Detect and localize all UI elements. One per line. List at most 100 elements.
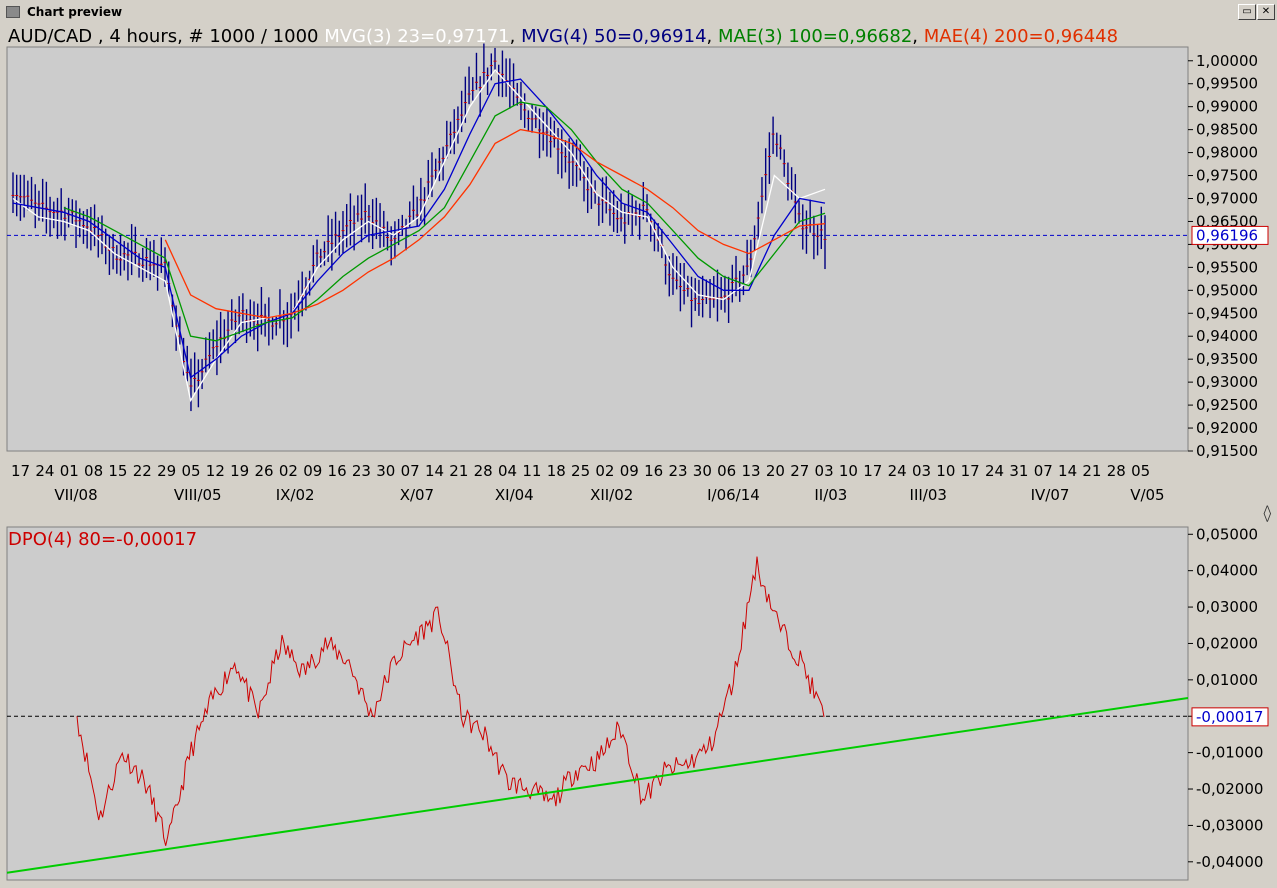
current-price-label: 0,96196	[1196, 226, 1258, 244]
x-month-label: XII/02	[590, 486, 633, 504]
x-month-label: XI/04	[495, 486, 534, 504]
y-tick-label: 0,92500	[1196, 396, 1258, 414]
y-tick-label: 0,94500	[1196, 304, 1258, 322]
x-day-label: 14	[1058, 462, 1077, 480]
x-day-label: 25	[571, 462, 590, 480]
x-day-label: 23	[668, 462, 687, 480]
dpo-current-box	[1191, 707, 1269, 727]
x-month-label: IV/07	[1031, 486, 1070, 504]
x-day-label: 28	[1107, 462, 1126, 480]
y-tick-label: 0,91500	[1196, 442, 1258, 460]
x-day-label: 05	[1131, 462, 1150, 480]
x-day-label: 07	[401, 462, 420, 480]
y-tick-label: 0,93000	[1196, 373, 1258, 391]
dpo-y-tick-label: -0,03000	[1196, 816, 1263, 834]
y-tick-label: 0,95500	[1196, 258, 1258, 276]
x-day-label: 24	[888, 462, 907, 480]
close-button[interactable]: ✕	[1257, 4, 1275, 20]
header-segment: ,	[707, 26, 718, 47]
x-day-label: 19	[230, 462, 249, 480]
x-day-label: 02	[279, 462, 298, 480]
mae4-line	[164, 128, 826, 319]
y-tick-label: 0,95000	[1196, 281, 1258, 299]
splitter-down-icon[interactable]: ⋁	[1263, 513, 1271, 523]
x-day-label: 12	[206, 462, 225, 480]
x-month-label: II/03	[814, 486, 847, 504]
x-day-label: 30	[693, 462, 712, 480]
y-tick-label: 0,93500	[1196, 350, 1258, 368]
dpo-trendline	[6, 697, 1189, 874]
price-chart-svg[interactable]: AUD/CAD , 4 hours, # 1000 / 1000 MVG(3) …	[0, 24, 1277, 505]
app-icon	[6, 6, 20, 18]
x-day-label: 26	[255, 462, 274, 480]
y-tick-label: 0,98500	[1196, 121, 1258, 139]
panel-splitter[interactable]: ⋀ ⋁	[0, 505, 1277, 523]
y-tick-label: 0,94000	[1196, 327, 1258, 345]
x-day-label: 14	[425, 462, 444, 480]
x-month-label: VIII/05	[174, 486, 222, 504]
x-day-label: 17	[961, 462, 980, 480]
header-segment: MVG(3) 23=0,97171	[318, 26, 509, 47]
dpo-y-tick-label: -0,02000	[1196, 780, 1263, 798]
header-segment: ,	[912, 26, 923, 47]
header-segment: MAE(4) 200=0,96448	[924, 26, 1118, 47]
minimize-button[interactable]: ▭	[1238, 4, 1256, 20]
x-day-label: 16	[328, 462, 347, 480]
plot-area	[6, 46, 1189, 452]
x-day-label: 07	[1034, 462, 1053, 480]
splitter-up-icon[interactable]: ⋀	[1263, 505, 1271, 515]
x-month-label: IX/02	[276, 486, 315, 504]
y-tick-label: 0,98000	[1196, 144, 1258, 162]
x-day-label: 09	[620, 462, 639, 480]
x-day-label: 03	[912, 462, 931, 480]
x-day-label: 06	[717, 462, 736, 480]
x-day-label: 17	[863, 462, 882, 480]
x-day-label: 17	[11, 462, 30, 480]
x-day-label: 10	[839, 462, 858, 480]
header-segment: MAE(3) 100=0,96682	[718, 26, 912, 47]
x-day-label: 23	[352, 462, 371, 480]
window-titlebar: Chart preview ▭ ✕	[0, 0, 1277, 25]
x-day-label: 21	[449, 462, 468, 480]
x-month-label: X/07	[400, 486, 434, 504]
dpo-chart-svg[interactable]: DPO(4) 80=-0,00017 0,05000 0,04000 0,03000 0…	[0, 523, 1277, 884]
dpo-plot-area	[6, 526, 1189, 881]
header-segment: MVG(4) 50=0,96914	[521, 26, 706, 47]
y-tick-label: 0,97500	[1196, 167, 1258, 185]
x-month-label: V/05	[1130, 486, 1164, 504]
x-day-label: 20	[766, 462, 785, 480]
current-price-box	[1191, 225, 1269, 245]
x-day-label: 31	[1009, 462, 1028, 480]
x-day-label: 11	[522, 462, 541, 480]
x-day-label: 03	[815, 462, 834, 480]
dpo-header: DPO(4) 80=-0,00017	[8, 529, 197, 550]
dpo-y-tick-label: 0,04000	[1196, 562, 1258, 580]
x-day-label: 15	[108, 462, 127, 480]
x-day-label: 10	[936, 462, 955, 480]
x-day-label: 09	[303, 462, 322, 480]
x-day-label: 08	[84, 462, 103, 480]
dpo-line	[76, 556, 825, 846]
x-day-label: 27	[790, 462, 809, 480]
header-segment: AUD/CAD , 4 hours, # 1000 / 1000	[8, 26, 318, 47]
y-tick-label: 0,99000	[1196, 98, 1258, 116]
x-month-label: VII/08	[54, 486, 97, 504]
x-day-label: 18	[547, 462, 566, 480]
x-day-label: 04	[498, 462, 517, 480]
price-chart-panel[interactable]: AUD/CAD , 4 hours, # 1000 / 1000 MVG(3) …	[0, 24, 1277, 505]
x-month-label: I/06/14	[707, 486, 760, 504]
x-month-label: III/03	[910, 486, 947, 504]
x-day-label: 21	[1082, 462, 1101, 480]
y-tick-label: 1,00000	[1196, 52, 1258, 70]
x-day-label: 22	[133, 462, 152, 480]
x-day-label: 24	[35, 462, 54, 480]
x-day-label: 02	[595, 462, 614, 480]
dpo-y-tick-label: -0,04000	[1196, 853, 1263, 871]
header-segment: ,	[510, 26, 521, 47]
dpo-y-tick-label: 0,01000	[1196, 671, 1258, 689]
y-tick-label: 0,92000	[1196, 419, 1258, 437]
y-tick-label: 0,99500	[1196, 75, 1258, 93]
dpo-chart-panel[interactable]: DPO(4) 80=-0,00017 0,05000 0,04000 0,03000 0…	[0, 523, 1277, 884]
chart-header: AUD/CAD , 4 hours, # 1000 / 1000 MVG(3) …	[8, 26, 1118, 47]
dpo-y-tick-label: 0,03000	[1196, 598, 1258, 616]
